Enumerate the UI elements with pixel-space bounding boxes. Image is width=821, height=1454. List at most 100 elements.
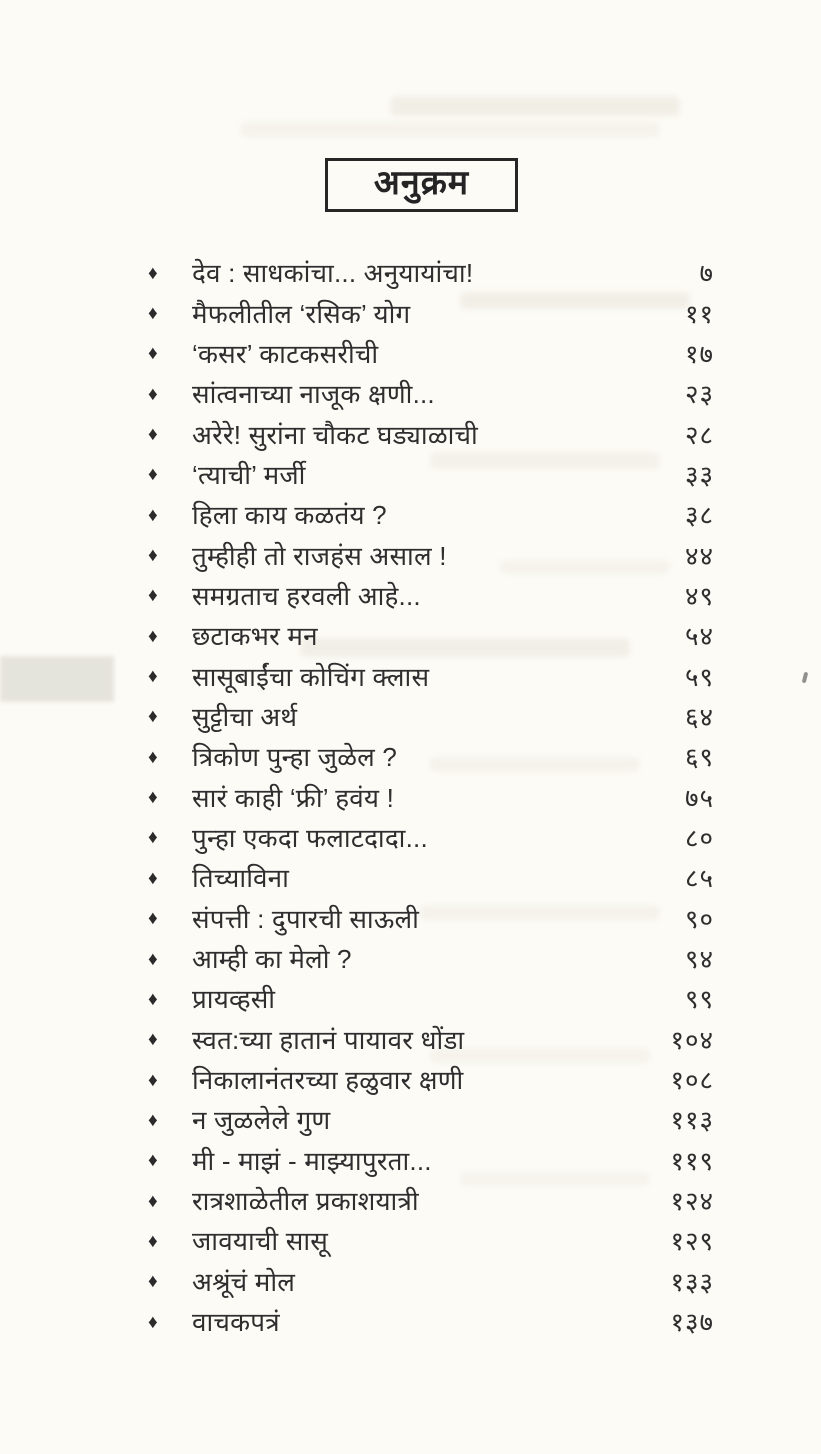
toc-entry-page-number: १७ <box>684 338 714 369</box>
toc-entry-page-number: ११९ <box>670 1145 714 1176</box>
toc-entry-title: स्वत:च्या हातानं पायावर धोंडा <box>192 1024 465 1055</box>
toc-entry-page-number: २३ <box>684 379 714 410</box>
toc-entry: ♦ हिला काय कळतंय ? ३८ <box>148 494 714 534</box>
toc-entry: ♦ निकालानंतरच्या हळुवार क्षणी १०८ <box>148 1059 714 1099</box>
toc-entry-title: निकालानंतरच्या हळुवार क्षणी <box>192 1065 464 1096</box>
toc-entry: ♦ अश्रूंचं मोल १३३ <box>148 1261 714 1301</box>
scan-artifact <box>390 96 680 116</box>
toc-entry-page-number: ६९ <box>684 742 714 773</box>
diamond-bullet-icon: ♦ <box>148 464 158 486</box>
scan-artifact <box>240 122 660 137</box>
toc-entry-title: तिच्याविना <box>192 863 290 894</box>
toc-entry-title: मी - माझं - माझ्यापुरता... <box>192 1145 432 1176</box>
toc-entry: ♦ समग्रताच हरवली आहे... ४९ <box>148 575 714 615</box>
toc-entry-title: जावयाची सासू <box>192 1226 329 1257</box>
diamond-bullet-icon: ♦ <box>148 827 158 849</box>
toc-entry: ♦ स्वत:च्या हातानं पायावर धोंडा १०४ <box>148 1019 714 1059</box>
toc-entry-page-number: ३८ <box>684 500 714 531</box>
toc-entry-title: सासूबाईंचा कोचिंग क्लास <box>192 661 430 692</box>
diamond-bullet-icon: ♦ <box>148 787 158 809</box>
contents-title-box: अनुक्रम <box>325 158 518 212</box>
toc-entry-title: पुन्हा एकदा फलाटदादा... <box>192 822 428 853</box>
toc-entry-page-number: ११३ <box>670 1105 714 1136</box>
toc-entry: ♦ आम्ही का मेलो ? ९४ <box>148 938 714 978</box>
diamond-bullet-icon: ♦ <box>148 746 158 768</box>
toc-entry-title: वाचकपत्रं <box>192 1307 280 1338</box>
diamond-bullet-icon: ♦ <box>148 383 158 405</box>
toc-entry-title: देव : साधकांचा... अनुयायांचा! <box>192 258 474 289</box>
toc-entry-page-number: १२९ <box>670 1226 714 1257</box>
toc-entry-page-number: ९४ <box>684 944 714 975</box>
toc-entry-page-number: ४९ <box>684 580 714 611</box>
toc-entry-title: ‘त्याची’ मर्जी <box>192 459 306 490</box>
toc-entry-title: हिला काय कळतंय ? <box>192 500 387 531</box>
diamond-bullet-icon: ♦ <box>148 424 158 446</box>
toc-entry: ♦ वाचकपत्रं १३७ <box>148 1301 714 1341</box>
toc-entry: ♦ तिच्याविना ८५ <box>148 857 714 897</box>
toc-entry-page-number: ८० <box>684 822 714 853</box>
toc-entry-title: आम्ही का मेलो ? <box>192 944 352 975</box>
toc-entry-page-number: १०८ <box>670 1065 714 1096</box>
diamond-bullet-icon: ♦ <box>148 1150 158 1172</box>
diamond-bullet-icon: ♦ <box>148 303 158 325</box>
toc-entry-title: सारं काही ‘फ्री’ हवंय ! <box>192 782 395 813</box>
toc-entry-page-number: ३३ <box>684 459 714 490</box>
toc-entry-title: अश्रूंचं मोल <box>192 1266 296 1297</box>
toc-entry: ♦ त्रिकोण पुन्हा जुळेल ? ६९ <box>148 736 714 776</box>
toc-entry-page-number: ९० <box>684 903 714 934</box>
toc-entry-page-number: २८ <box>684 419 714 450</box>
toc-entry: ♦ सारं काही ‘फ्री’ हवंय ! ७५ <box>148 776 714 816</box>
toc-entry: ♦ तुम्हीही तो राजहंस असाल ! ४४ <box>148 534 714 574</box>
diamond-bullet-icon: ♦ <box>148 1029 158 1051</box>
toc-entry: ♦ मी - माझं - माझ्यापुरता... ११९ <box>148 1140 714 1180</box>
toc-entry: ♦ छटाकभर मन ५४ <box>148 615 714 655</box>
toc-entry-title: संपत्ती : दुपारची साऊली <box>192 903 420 934</box>
page-title: अनुक्रम <box>373 164 470 202</box>
toc-entry-title: सुट्टीचा अर्थ <box>192 701 298 732</box>
toc-entry-page-number: ७५ <box>684 782 714 813</box>
diamond-bullet-icon: ♦ <box>148 504 158 526</box>
toc-entry: ♦ संपत्ती : दुपारची साऊली ९० <box>148 898 714 938</box>
toc-entry: ♦ ‘त्याची’ मर्जी ३३ <box>148 454 714 494</box>
toc-entry: ♦ मैफलीतील ‘रसिक’ योग ११ <box>148 292 714 332</box>
diamond-bullet-icon: ♦ <box>148 948 158 970</box>
toc-entry-page-number: ९९ <box>684 984 714 1015</box>
toc-entry-title: समग्रताच हरवली आहे... <box>192 580 421 611</box>
diamond-bullet-icon: ♦ <box>148 1230 158 1252</box>
toc-entry-page-number: १०४ <box>670 1024 714 1055</box>
toc-entry-title: छटाकभर मन <box>192 621 318 652</box>
toc-entry-page-number: ८५ <box>684 863 714 894</box>
diamond-bullet-icon: ♦ <box>148 908 158 930</box>
diamond-bullet-icon: ♦ <box>148 1109 158 1131</box>
toc-entry: ♦ पुन्हा एकदा फलाटदादा... ८० <box>148 817 714 857</box>
diamond-bullet-icon: ♦ <box>148 1311 158 1333</box>
toc-entry-page-number: १२४ <box>670 1186 714 1217</box>
diamond-bullet-icon: ♦ <box>148 545 158 567</box>
diamond-bullet-icon: ♦ <box>148 867 158 889</box>
diamond-bullet-icon: ♦ <box>148 1271 158 1293</box>
toc-entry-title: रात्रशाळेतील प्रकाशयात्री <box>192 1186 419 1217</box>
toc-entry: ♦ सुट्टीचा अर्थ ६४ <box>148 696 714 736</box>
diamond-bullet-icon: ♦ <box>148 666 158 688</box>
stray-mark-artifact <box>801 671 809 684</box>
toc-entry-title: तुम्हीही तो राजहंस असाल ! <box>192 540 447 571</box>
toc-entry-title: न जुळलेले गुण <box>192 1105 331 1136</box>
toc-list: ♦ देव : साधकांचा... अनुयायांचा! ७ ♦ मैफल… <box>148 252 714 1341</box>
toc-entry: ♦ सांत्वनाच्या नाजूक क्षणी... २३ <box>148 373 714 413</box>
diamond-bullet-icon: ♦ <box>148 988 158 1010</box>
toc-entry-page-number: ११ <box>684 298 714 329</box>
toc-entry: ♦ ‘कसर’ काटकसरीची १७ <box>148 333 714 373</box>
toc-entry-page-number: ६४ <box>684 701 714 732</box>
scanner-band-artifact <box>0 656 114 702</box>
toc-entry-page-number: १३३ <box>670 1266 714 1297</box>
toc-entry-page-number: १३७ <box>670 1307 714 1338</box>
diamond-bullet-icon: ♦ <box>148 625 158 647</box>
toc-entry: ♦ देव : साधकांचा... अनुयायांचा! ७ <box>148 252 714 292</box>
diamond-bullet-icon: ♦ <box>148 1190 158 1212</box>
diamond-bullet-icon: ♦ <box>148 1069 158 1091</box>
toc-entry-page-number: ७ <box>699 258 714 289</box>
toc-entry-page-number: ५९ <box>684 661 714 692</box>
toc-entry-title: त्रिकोण पुन्हा जुळेल ? <box>192 742 398 773</box>
diamond-bullet-icon: ♦ <box>148 706 158 728</box>
